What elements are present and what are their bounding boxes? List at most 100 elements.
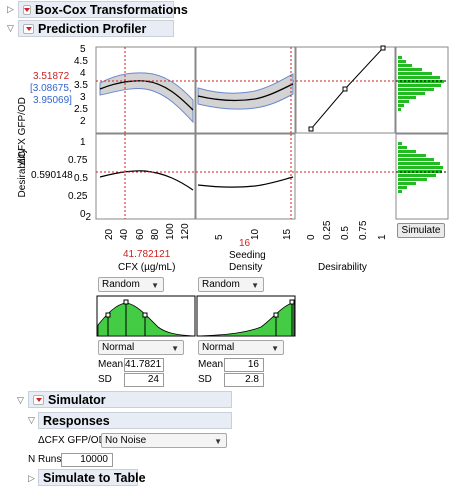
chevron-down-icon: ▼ bbox=[171, 344, 179, 353]
seeding-distribution-handle[interactable] bbox=[289, 299, 295, 305]
expanded-triangle-icon[interactable]: ▽ bbox=[28, 415, 35, 425]
desirability-histogram bbox=[398, 142, 443, 193]
cfx-distribution-handle[interactable] bbox=[105, 312, 111, 318]
collapsed-triangle-icon[interactable]: ▷ bbox=[7, 4, 14, 14]
profiler-plot[interactable]: ΔCFX GFP/OD 3.51872 [3.08675, 3.95069] D… bbox=[0, 38, 474, 238]
seeding-mode-value: Random bbox=[202, 279, 240, 290]
cfx-distribution-dropdown[interactable]: Normal ▼ bbox=[98, 340, 184, 355]
cfx-tick: 80 bbox=[150, 228, 161, 240]
seeding-response-panel bbox=[195, 46, 296, 134]
chevron-down-icon: ▼ bbox=[151, 281, 159, 290]
seeding-distribution-handle[interactable] bbox=[273, 312, 279, 318]
responses-outline-header[interactable]: Responses bbox=[38, 412, 232, 429]
cfx-distribution-handle[interactable] bbox=[142, 312, 148, 318]
seeding-mean-label: Mean bbox=[198, 359, 224, 370]
seeding-sd-label: SD bbox=[198, 374, 212, 385]
simulator-outline-header[interactable]: Simulator bbox=[28, 391, 232, 408]
y-tick: 2 bbox=[80, 116, 86, 127]
responses-title: Responses bbox=[43, 413, 110, 428]
cfx-confidence-band bbox=[99, 72, 194, 124]
seeding-mode-dropdown[interactable]: Random ▼ bbox=[198, 277, 264, 292]
desirability-axis-label: Desirability bbox=[17, 149, 28, 198]
collapsed-triangle-icon[interactable]: ▷ bbox=[28, 473, 35, 483]
noise-value: No Noise bbox=[105, 435, 147, 446]
y-tick: 3 bbox=[80, 92, 86, 103]
simulate-to-table-outline-header[interactable]: Simulate to Table bbox=[38, 469, 146, 486]
chevron-down-icon: ▼ bbox=[271, 344, 279, 353]
seeding-sd-field[interactable]: 2.8 bbox=[224, 373, 264, 387]
cfx-tick: 40 bbox=[119, 228, 130, 240]
distribution-previews[interactable] bbox=[96, 295, 296, 337]
expanded-triangle-icon[interactable]: ▽ bbox=[7, 23, 14, 33]
y-tick: 4 bbox=[80, 68, 86, 79]
y-tick: 2.5 bbox=[74, 104, 88, 115]
cfx-desirability-curve bbox=[99, 170, 194, 191]
cfx-distribution-handle[interactable] bbox=[123, 299, 129, 305]
simulate-button[interactable]: Simulate bbox=[397, 223, 445, 238]
cfx-tick: 60 bbox=[135, 228, 146, 240]
y-tick: 0.25 bbox=[68, 191, 88, 202]
cfx-mode-value: Random bbox=[102, 279, 140, 290]
cfx-mean-label: Mean bbox=[98, 359, 124, 370]
cfx-tick: 20 bbox=[104, 228, 115, 240]
cfx-distribution-value: Normal bbox=[102, 342, 135, 353]
desirability-tick: 0.5 bbox=[340, 226, 351, 240]
response-row-label: ΔCFX GFP/OD bbox=[38, 435, 106, 446]
n-runs-label: N Runs: bbox=[28, 454, 65, 465]
seeding-distribution-value: Normal bbox=[202, 342, 235, 353]
profiler-title: Prediction Profiler bbox=[38, 21, 147, 36]
red-triangle-menu-icon[interactable] bbox=[23, 4, 31, 15]
desirability-tick: 0 bbox=[306, 234, 317, 240]
cfx-sd-label: SD bbox=[98, 374, 112, 385]
seeding-desirability-curve bbox=[197, 176, 294, 188]
seeding-tick: 10 bbox=[250, 228, 261, 240]
cfx-desirability-panel bbox=[95, 133, 196, 220]
seeding-tick: 5 bbox=[214, 234, 225, 240]
seeding-prediction-curve bbox=[197, 83, 294, 102]
y-tick: 0.5 bbox=[74, 173, 88, 184]
chevron-down-icon: ▼ bbox=[214, 437, 222, 446]
seeding-confidence-band bbox=[197, 73, 294, 110]
seeding-distribution-dropdown[interactable]: Normal ▼ bbox=[198, 340, 284, 355]
red-triangle-menu-icon[interactable] bbox=[33, 394, 44, 405]
cfx-sd-field[interactable]: 24 bbox=[124, 373, 164, 387]
cfx-current-value[interactable]: 41.782121 bbox=[123, 249, 171, 260]
boxcox-outline-header[interactable]: Box-Cox Transformations bbox=[18, 1, 188, 18]
desirability-handle[interactable] bbox=[342, 86, 348, 92]
desirability-tick: 0.25 bbox=[322, 220, 333, 240]
cfx-tick: 120 bbox=[180, 223, 191, 240]
desirability-handle[interactable] bbox=[308, 126, 314, 132]
y-tick: 0.75 bbox=[68, 155, 88, 166]
cfx-mean-field[interactable]: 41.7821 bbox=[124, 358, 164, 372]
response-ci-high: 3.95069] bbox=[33, 95, 72, 106]
noise-dropdown[interactable]: No Noise ▼ bbox=[101, 433, 227, 448]
seeding-desirability-panel bbox=[195, 133, 296, 220]
desirability-function-panel bbox=[295, 46, 396, 134]
red-triangle-menu-icon[interactable] bbox=[23, 23, 34, 34]
y-tick: 5 bbox=[80, 44, 86, 55]
seeding-current-value[interactable]: 16 bbox=[239, 238, 251, 249]
desirability-value: 0.590148 bbox=[31, 170, 73, 181]
response-axis-label: ΔCFX GFP/OD bbox=[17, 97, 28, 165]
seeding-mean-field[interactable]: 16 bbox=[224, 358, 264, 372]
cfx-mode-dropdown[interactable]: Random ▼ bbox=[98, 277, 164, 292]
y-tick: 0 bbox=[80, 209, 86, 220]
y-tick: 4.5 bbox=[74, 56, 88, 67]
y-tick: 3.5 bbox=[74, 80, 88, 91]
n-runs-field[interactable]: 10000 bbox=[61, 453, 113, 467]
seeding-factor-label: Density bbox=[229, 262, 263, 273]
desirability-tick: 0.75 bbox=[358, 220, 369, 240]
profiler-outline-header[interactable]: Prediction Profiler bbox=[18, 20, 174, 37]
response-ci-low: [3.08675, bbox=[30, 83, 72, 94]
desirability-handle[interactable] bbox=[380, 45, 386, 51]
boxcox-title: Box-Cox Transformations bbox=[35, 2, 188, 17]
simulate-to-table-title: Simulate to Table bbox=[43, 470, 146, 485]
seeding-tick: 15 bbox=[282, 228, 293, 240]
response-y-ticks: 2 bbox=[85, 212, 91, 223]
desirability-tick: 1 bbox=[377, 234, 388, 240]
y-tick: 1 bbox=[80, 137, 86, 148]
cfx-tick: 100 bbox=[165, 223, 176, 240]
chevron-down-icon: ▼ bbox=[251, 281, 259, 290]
cfx-factor-label: CFX (µg/mL) bbox=[118, 262, 176, 273]
expanded-triangle-icon[interactable]: ▽ bbox=[17, 395, 24, 405]
